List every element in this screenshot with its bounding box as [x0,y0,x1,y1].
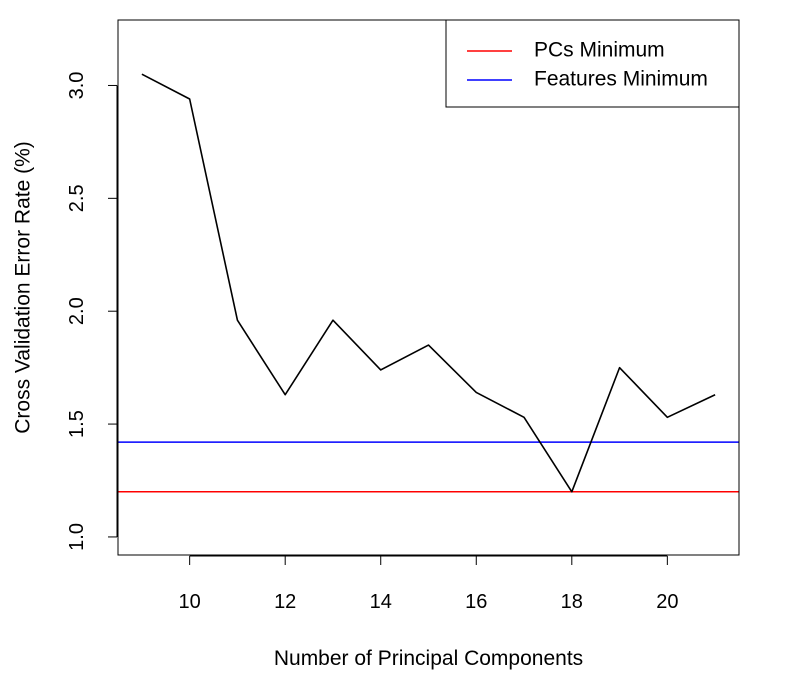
legend: PCs Minimum Features Minimum [445,19,740,108]
x-axis: 10 12 14 16 18 20 [179,555,678,613]
x-tick-label: 12 [274,591,296,613]
plot-frame [117,19,740,556]
y-tick-label: 1.5 [66,410,88,438]
y-tick-label: 2.0 [66,297,88,325]
legend-label: PCs Minimum [534,39,665,62]
x-tick-label: 16 [465,591,487,613]
legend-label: Features Minimum [534,68,708,91]
y-axis: 1.0 1.5 2.0 2.5 3.0 [66,72,118,551]
y-tick-label: 1.0 [66,523,88,551]
reference-lines [118,441,739,493]
y-tick-label: 2.5 [66,184,88,212]
x-axis-title: Number of Principal Components [274,647,583,670]
x-tick-label: 18 [561,591,583,613]
series-layer [141,73,716,493]
x-tick-label: 14 [370,591,392,613]
legend-box [445,19,740,108]
series-line-0 [141,73,716,493]
y-tick-label: 3.0 [66,72,88,100]
x-tick-label: 20 [656,591,678,613]
x-tick-label: 10 [179,591,201,613]
y-axis-title: Cross Validation Error Rate (%) [12,141,35,434]
